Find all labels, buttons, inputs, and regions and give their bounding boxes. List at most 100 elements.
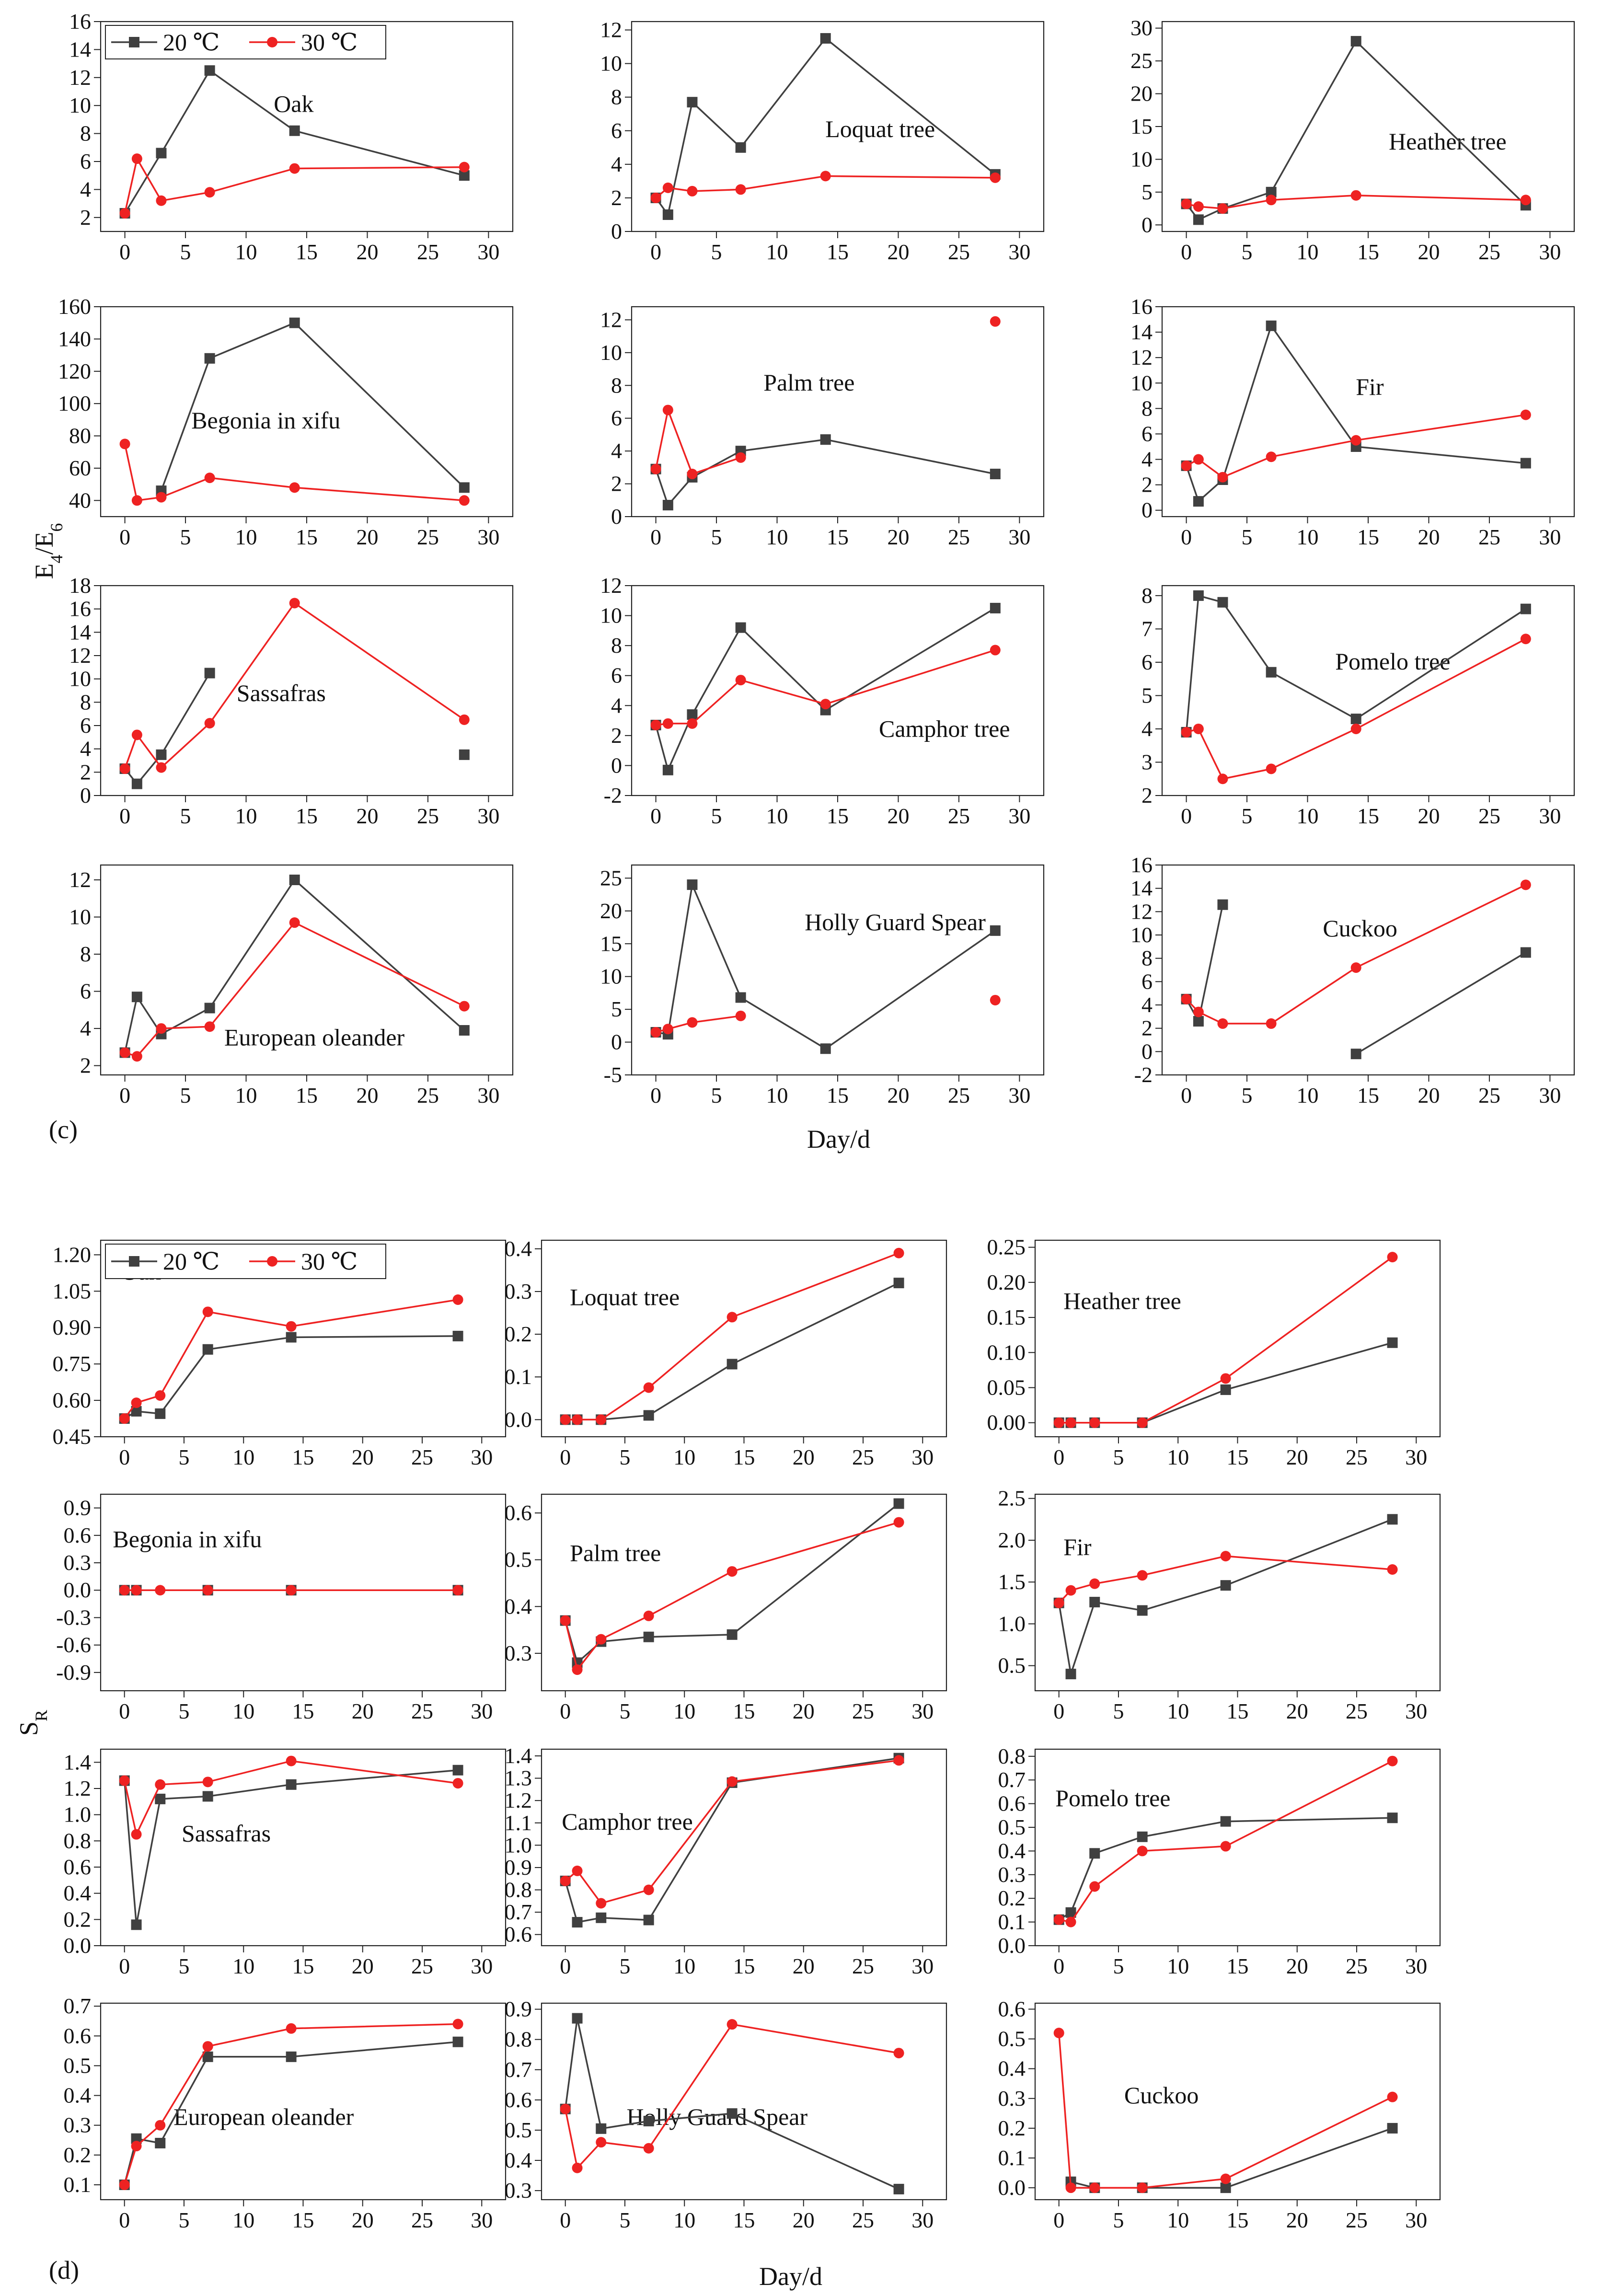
x-tick-label: 5	[1242, 1083, 1253, 1108]
series-line-s30	[124, 444, 464, 502]
series-line-s20	[124, 1335, 458, 1419]
x-tick-label: 5	[178, 1954, 189, 1978]
y-tick-label: 0.6	[64, 2023, 92, 2048]
point-s30	[202, 2041, 213, 2052]
x-tick-label: 5	[711, 1083, 722, 1108]
series-line-s20	[160, 322, 465, 491]
point-s30	[1137, 1570, 1148, 1581]
point-s20	[643, 1410, 654, 1421]
point-s20	[1520, 947, 1531, 958]
point-s20	[131, 2133, 142, 2144]
x-tick-label: 20	[356, 240, 378, 264]
x-tick-label: 15	[292, 1445, 314, 1469]
y-tick-label: 10	[1130, 923, 1153, 947]
x-tick-label: 20	[1286, 1954, 1308, 1978]
x-tick-label: 30	[911, 1699, 934, 1723]
series-line-s30	[124, 1299, 458, 1419]
point-s20	[204, 353, 215, 364]
point-s30	[687, 185, 698, 196]
panel-letter-d: (d)	[49, 2256, 79, 2284]
x-tick-label: 15	[296, 240, 318, 264]
point-s30	[155, 1585, 166, 1596]
point-s30	[572, 1414, 583, 1425]
y-tick-label: 160	[58, 294, 91, 319]
point-s20	[726, 2108, 738, 2119]
y-tick-label: 0.6	[505, 2088, 532, 2112]
y-tick-label: 0.10	[987, 1340, 1026, 1364]
point-s30	[735, 452, 746, 463]
x-tick-label: 0	[560, 1954, 571, 1978]
point-s20	[820, 434, 831, 445]
series-line-s30	[124, 602, 465, 769]
x-tick-label: 20	[352, 1954, 374, 1978]
x-tick-label: 0	[560, 2208, 571, 2232]
x-tick-label: 0	[1181, 1083, 1192, 1108]
x-tick-label: 5	[711, 804, 722, 828]
point-s20	[155, 1793, 166, 1804]
point-s30	[596, 1414, 607, 1425]
y-tick-label: 0	[611, 504, 622, 529]
y-tick-label: 2	[80, 1053, 91, 1078]
plot-frame	[541, 2002, 947, 2201]
point-s20	[131, 992, 142, 1003]
panel-title: Heather tree	[1389, 128, 1507, 155]
point-s30	[990, 316, 1001, 327]
point-s30	[560, 1414, 571, 1425]
point-s30	[572, 1664, 583, 1675]
point-s30	[572, 2162, 583, 2173]
y-tick-label: 2	[1141, 783, 1153, 808]
y-tick-label: 8	[611, 373, 622, 397]
y-tick-label: 0.5	[998, 2027, 1026, 2051]
y-tick-label: 60	[69, 456, 91, 480]
y-tick-label: 12	[1130, 345, 1153, 369]
point-s30	[990, 172, 1001, 183]
x-tick-label: 20	[793, 1699, 815, 1723]
point-s30	[289, 163, 300, 174]
point-s20	[204, 65, 215, 76]
x-tick-label: 20	[352, 1699, 374, 1723]
y-tick-label: 0.1	[64, 2172, 92, 2197]
point-s20	[289, 317, 300, 328]
point-s20	[687, 709, 698, 720]
y-tick-label: 4	[80, 737, 91, 761]
y-tick-label: 0.90	[53, 1315, 92, 1339]
point-s30	[1520, 634, 1531, 645]
x-tick-label: 30	[1405, 2208, 1427, 2232]
plot-frame	[1034, 1239, 1441, 1438]
y-tick-label: 0.6	[998, 1996, 1026, 2021]
y-tick-label: 0.3	[505, 1279, 532, 1304]
x-tick-label: 15	[1227, 1954, 1249, 1978]
point-s20	[1217, 899, 1228, 910]
point-s30	[119, 1585, 130, 1596]
x-tick-label: 10	[1297, 525, 1319, 549]
series-line-s20	[124, 672, 211, 785]
point-s20	[131, 1919, 142, 1930]
point-s30	[662, 1024, 673, 1035]
point-s30	[650, 1027, 661, 1038]
x-tick-label: 25	[948, 240, 970, 264]
panel-title: Begonia in xifu	[191, 407, 340, 434]
y-tick-label: 0.3	[998, 2086, 1026, 2111]
point-s30	[726, 1566, 738, 1577]
x-tick-label: 0	[119, 1083, 130, 1108]
y-tick-label: 0.1	[998, 1910, 1026, 1934]
point-s30	[204, 1021, 215, 1032]
point-s20	[1065, 1907, 1076, 1918]
point-s20	[1220, 1384, 1231, 1395]
point-s30	[204, 187, 215, 198]
y-tick-label: -0.9	[56, 1660, 91, 1685]
y-tick-label: 1.05	[53, 1279, 92, 1303]
x-tick-label: 0	[1053, 2208, 1064, 2232]
x-tick-label: 20	[1286, 2208, 1308, 2232]
point-s20	[596, 2123, 607, 2134]
x-tick-label: 25	[948, 525, 970, 549]
y-tick-label: 4	[80, 177, 91, 201]
point-s30	[650, 719, 661, 730]
series-line-s30	[124, 2023, 458, 2185]
point-s20	[990, 925, 1001, 936]
y-tick-label: 0.4	[998, 1838, 1026, 1863]
point-s30	[452, 2019, 463, 2030]
point-s30	[1220, 1841, 1231, 1852]
panel-d-begonia-in-xifu: 0 5 10 15 20 25 30 -0.9 -0.6 -0.3 0.0 0.3 0.6 0.9 Bego…	[56, 1493, 507, 1723]
x-tick-label: 0	[650, 1083, 661, 1108]
